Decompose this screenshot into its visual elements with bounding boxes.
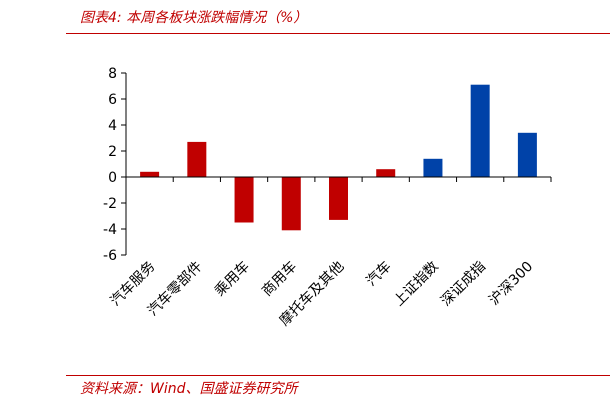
y-tick-label: 2	[108, 144, 117, 160]
x-category-label: 深证成指	[438, 259, 489, 310]
y-tick-label: 6	[108, 92, 117, 108]
bar-1	[140, 171, 160, 177]
y-tick-label: 4	[108, 118, 117, 134]
y-tick-label: 8	[108, 66, 117, 82]
bar-4	[281, 177, 301, 231]
bar-8	[470, 84, 490, 177]
x-category-label: 商用车	[258, 258, 300, 300]
y-tick-label: -6	[103, 248, 117, 264]
bar-5	[329, 177, 348, 220]
bottom-divider	[66, 375, 610, 376]
top-divider	[66, 33, 610, 34]
bar-7	[423, 158, 443, 177]
y-tick-label: -4	[103, 222, 117, 238]
x-category-label: 上证指数	[391, 259, 442, 310]
y-tick-label: -2	[103, 196, 117, 212]
bar-6	[376, 169, 396, 177]
y-tick-label: 0	[108, 170, 117, 186]
x-category-label: 汽车	[363, 258, 395, 290]
bar-9	[517, 132, 537, 177]
x-category-label: 沪深300	[486, 259, 536, 309]
source-note: 资料来源：Wind、国盛证券研究所	[80, 381, 298, 397]
bar-2	[187, 141, 207, 177]
x-category-label: 乘用车	[211, 258, 253, 300]
bar-3	[234, 177, 254, 223]
chart-title: 图表4: 本周各板块涨跌幅情况（%）	[80, 10, 308, 26]
